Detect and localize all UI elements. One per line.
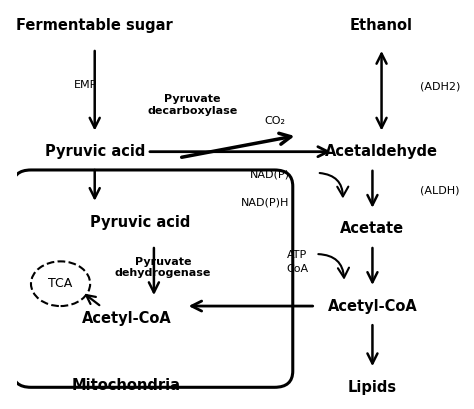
Text: Acetaldehyde: Acetaldehyde	[325, 144, 438, 159]
Text: NAD(P)H: NAD(P)H	[241, 198, 290, 207]
FancyArrowPatch shape	[319, 173, 348, 196]
Text: (ADH2): (ADH2)	[420, 82, 461, 92]
Text: Pyruvic acid: Pyruvic acid	[45, 144, 145, 159]
Text: Acetyl-CoA: Acetyl-CoA	[82, 311, 172, 326]
Text: Acetyl-CoA: Acetyl-CoA	[328, 299, 417, 314]
Text: Lipids: Lipids	[348, 380, 397, 395]
Text: Ethanol: Ethanol	[350, 18, 413, 33]
Text: CoA: CoA	[286, 265, 309, 274]
Text: CO₂: CO₂	[264, 116, 285, 126]
Text: Fermentable sugar: Fermentable sugar	[16, 18, 173, 33]
Text: Mitochondria: Mitochondria	[72, 378, 181, 393]
Text: ATP: ATP	[287, 250, 308, 260]
Text: Pyruvate
dehydrogenase: Pyruvate dehydrogenase	[115, 257, 211, 278]
Text: (ALDH): (ALDH)	[420, 185, 460, 195]
FancyBboxPatch shape	[13, 170, 293, 387]
Text: Pyruvic acid: Pyruvic acid	[90, 215, 191, 230]
Text: EMP: EMP	[74, 80, 98, 90]
Text: Pyruvate
decarboxylase: Pyruvate decarboxylase	[147, 94, 238, 116]
Text: TCA: TCA	[48, 277, 73, 290]
Ellipse shape	[31, 261, 90, 306]
Text: NAD(P): NAD(P)	[250, 169, 290, 179]
FancyArrowPatch shape	[319, 254, 349, 278]
Text: Acetate: Acetate	[340, 221, 404, 236]
